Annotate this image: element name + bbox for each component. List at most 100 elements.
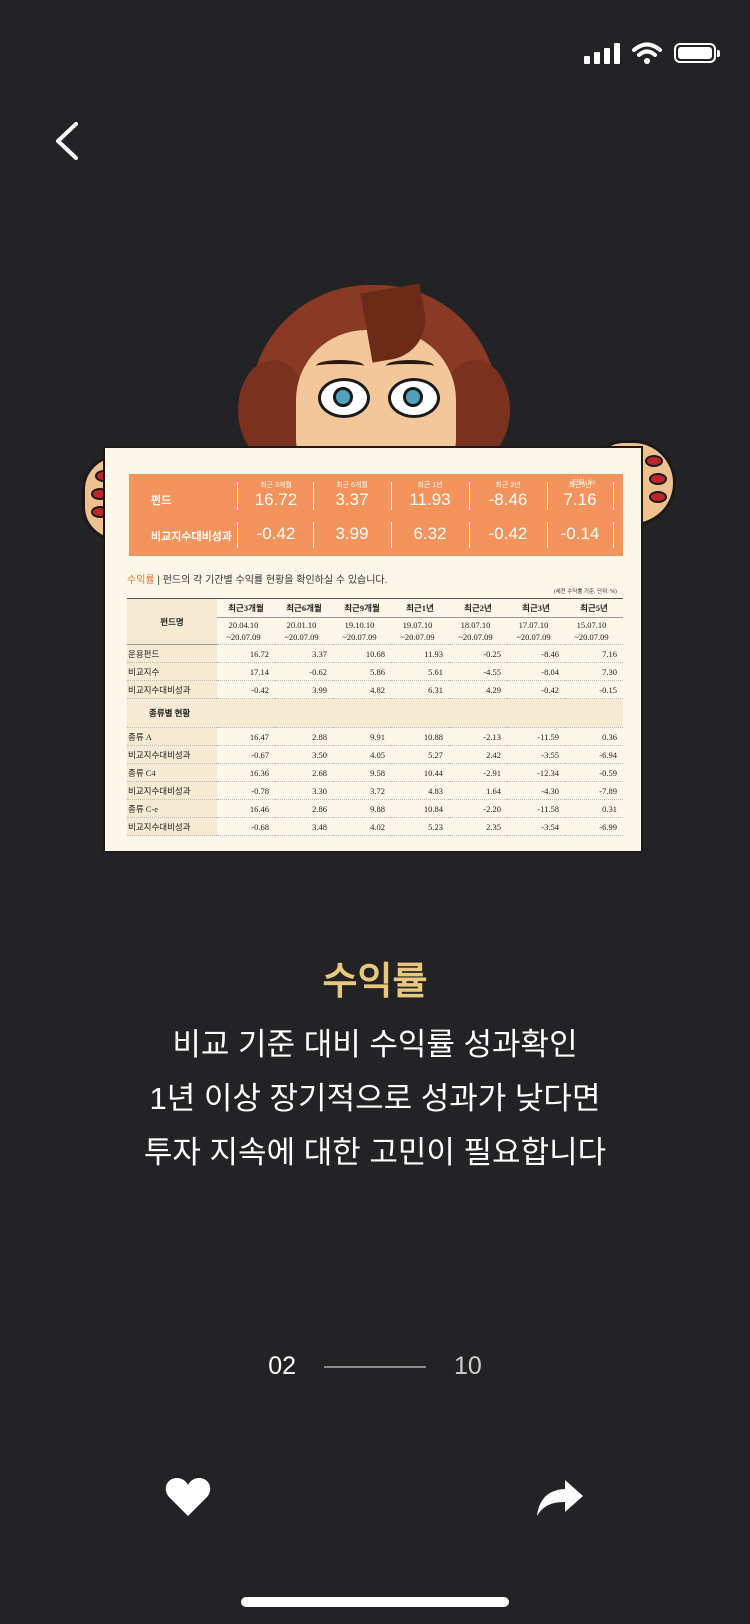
summary-header: 최근 1년	[417, 482, 443, 489]
page-indicator: 02 10	[0, 1352, 750, 1381]
table-row: 종류 A 16.47 2.88 9.91 10.88 -2.13 -11.59 0.36	[127, 727, 623, 746]
table-cell: 2.88	[275, 727, 333, 746]
column-header: 최근2년	[449, 598, 507, 618]
table-cell: 2.68	[275, 763, 333, 782]
table-cell: 3.50	[275, 745, 333, 764]
table-row: 종류 C4 16.36 2.68 9.58 10.44 -2.91 -12.34 -0.59	[127, 763, 623, 782]
row-name: 비교지수대비성과	[127, 680, 217, 699]
table-cell: -11.58	[507, 799, 565, 818]
wifi-icon	[632, 42, 662, 64]
share-icon[interactable]	[535, 1478, 585, 1518]
summary-col: 최근 6개월 3.37	[317, 480, 387, 510]
summary-header: 최근 3개월	[260, 482, 292, 489]
table-cell: 3.72	[333, 781, 391, 800]
row-name: 비교지수대비성과	[127, 817, 217, 836]
table-cell: -0.62	[275, 662, 333, 681]
table-row: 운용펀드 16.72 3.37 10.68 11.93 -0.25 -8.46 7.16	[127, 644, 623, 663]
summary-col: 최근 3개월 16.72	[241, 480, 311, 510]
table-cell: -0.25	[449, 644, 507, 663]
description-line: 1년 이상 장기적으로 성과가 낮다면	[149, 1081, 601, 1116]
row-name: 비교지수	[127, 662, 217, 681]
table-cell: 10.44	[391, 763, 449, 782]
class-rows: 종류 A 16.47 2.88 9.91 10.88 -2.13 -11.59 0.36 비교지…	[127, 727, 623, 836]
table-cell: -0.78	[217, 781, 275, 800]
table-header-row: 펀드명 최근3개월 최근6개월 최근9개월 최근1년 최근2년 최근3년 최근5…	[127, 598, 623, 645]
table-row: 비교지수대비성과 -0.68 3.48 4.02 5.23 2.35 -3.54 -6.99	[127, 817, 623, 836]
fund-value: -8.46	[488, 490, 528, 509]
table-cell: 3.99	[275, 680, 333, 699]
table-cell: 4.29	[449, 680, 507, 699]
table-row: 비교지수대비성과 -0.78 3.30 3.72 4.83 1.64 -4.30 -7.89	[127, 781, 623, 800]
return-sheet: (단위: %) 펀드 비교지수대비성과 최근 3개월 16.72 최근 6개월 …	[103, 446, 643, 853]
row-name: 비교지수대비성과	[127, 781, 217, 800]
total-pages: 10	[454, 1352, 482, 1380]
date-range: 19.10.10 ~20.07.09	[333, 617, 391, 645]
table-cell: 17.14	[217, 662, 275, 681]
column-header: 최근6개월	[275, 598, 333, 618]
table-row: 종류 C-e 16.46 2.86 9.88 10.84 -2.20 -11.58 0.31	[127, 799, 623, 818]
fund-value: 3.37	[335, 490, 369, 509]
table-cell: 7.16	[565, 644, 623, 663]
fund-value: 7.16	[563, 490, 597, 509]
signal-icon	[584, 42, 620, 64]
table-row: 비교지수대비성과 -0.42 3.99 4.82 6.31 4.29 -0.42 -0.15	[127, 680, 623, 699]
table-cell: -4.30	[507, 781, 565, 800]
column-header: 최근5년	[565, 598, 623, 618]
table-cell: 0.31	[565, 799, 623, 818]
table-cell: -7.89	[565, 781, 623, 800]
date-range: 18.07.10 ~20.07.09	[449, 617, 507, 645]
sheet-caption: 수익률 | 펀드의 각 기간별 수익률 현황을 확인하실 수 있습니다.	[127, 575, 388, 586]
table-cell: 3.30	[275, 781, 333, 800]
table-cell: -0.59	[565, 763, 623, 782]
benchmark-value: 6.32	[413, 524, 447, 543]
table-cell: -0.15	[565, 680, 623, 699]
table-cell: -0.42	[217, 680, 275, 699]
summary-header: 최근 3년	[495, 482, 521, 489]
date-range: 15.07.10 ~20.07.09	[565, 617, 623, 645]
unit-label: (단위: %)	[571, 480, 595, 486]
heart-icon[interactable]	[164, 1476, 212, 1518]
summary-col: 최근 3년 -8.46	[473, 480, 543, 510]
pager-divider	[324, 1365, 426, 1368]
table-cell: 5.23	[391, 817, 449, 836]
table-cell: -0.67	[217, 745, 275, 764]
table-cell: 16.46	[217, 799, 275, 818]
eye-right	[388, 378, 440, 418]
eyebrow-left	[316, 360, 364, 372]
basis-note: (세전 수익률 기준, 단위: %)	[553, 589, 617, 595]
row-name: 종류 C4	[127, 763, 217, 782]
table-cell: 2.42	[449, 745, 507, 764]
table-cell: 1.64	[449, 781, 507, 800]
table-cell: 9.58	[333, 763, 391, 782]
table-cell: -8.04	[507, 662, 565, 681]
table-cell: -2.20	[449, 799, 507, 818]
date-range: 20.04.10 ~20.07.09	[217, 617, 275, 645]
home-indicator[interactable]	[241, 1597, 509, 1607]
chevron-left-icon[interactable]	[52, 120, 82, 162]
table-cell: 3.37	[275, 644, 333, 663]
fund-value: 16.72	[254, 490, 298, 509]
benchmark-value: -0.42	[256, 524, 296, 543]
table-cell: -3.54	[507, 817, 565, 836]
name-header: 펀드명	[127, 598, 217, 645]
benchmark-label: 비교지수대비성과	[151, 531, 232, 543]
returns-table: 펀드명 최근3개월 최근6개월 최근9개월 최근1년 최근2년 최근3년 최근5…	[127, 598, 623, 836]
battery-icon	[674, 43, 720, 63]
date-range: 20.01.10 ~20.07.09	[275, 617, 333, 645]
summary-col: 최근5년 7.16	[545, 480, 615, 510]
table-cell: 4.02	[333, 817, 391, 836]
table-cell: -6.99	[565, 817, 623, 836]
table-cell: -12.34	[507, 763, 565, 782]
table-date-row: 20.04.10 ~20.07.09 20.01.10 ~20.07.09 19.1…	[127, 617, 623, 645]
table-cell: 6.31	[391, 680, 449, 699]
section-row: 종류별 현황	[127, 698, 623, 728]
date-range: 17.07.10 ~20.07.09	[507, 617, 565, 645]
table-cell: 2.86	[275, 799, 333, 818]
description-line: 비교 기준 대비 수익률 성과확인	[172, 1027, 578, 1062]
table-cell: 10.68	[333, 644, 391, 663]
table-cell: 4.82	[333, 680, 391, 699]
fund-value: 11.93	[409, 490, 451, 509]
description-line: 투자 지속에 대한 고민이 필요합니다	[143, 1135, 607, 1170]
page-title: 수익률	[322, 961, 428, 1003]
table-cell: -11.59	[507, 727, 565, 746]
